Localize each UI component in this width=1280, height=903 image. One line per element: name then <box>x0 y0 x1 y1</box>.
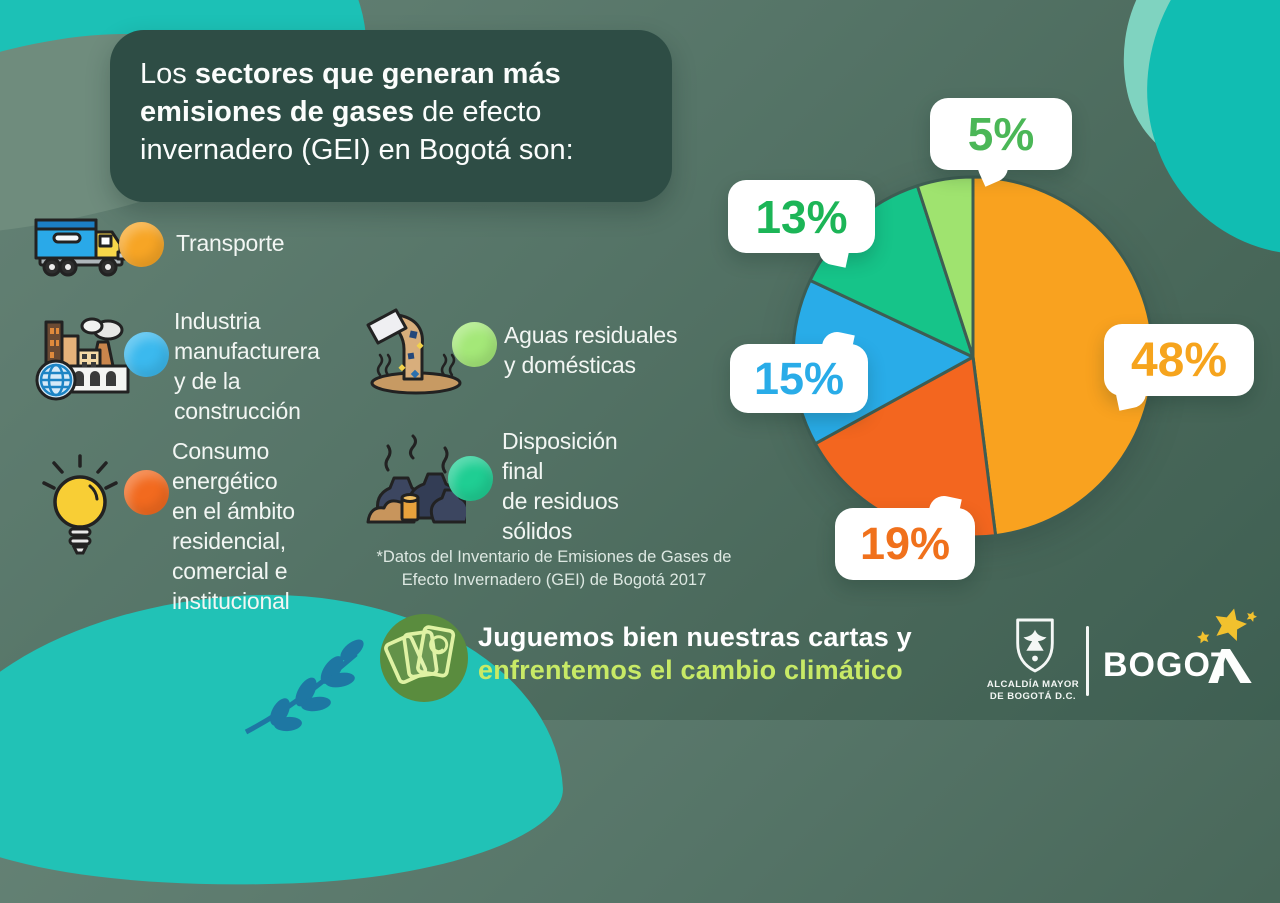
legend-label-residuos: Disposición final de residuos sólidos <box>502 428 619 544</box>
title-box: Los sectores que generan más emisiones d… <box>110 30 672 202</box>
legend-label-transporte: Transporte <box>176 230 285 256</box>
percent-bubble-19: 19% <box>835 508 975 580</box>
percent-bubble-5: 5% <box>930 98 1072 170</box>
leaf-branch-icon <box>244 639 364 735</box>
banner-line2: enfrentemos el cambio climático <box>478 655 903 685</box>
banner-text: Juguemos bien nuestras cartas y enfrente… <box>478 621 912 687</box>
percent-bubble-15: 15% <box>730 344 868 413</box>
footnote: *Datos del Inventario de Emisiones de Ga… <box>376 548 732 589</box>
banner-line1: Juguemos bien nuestras cartas y <box>478 622 912 652</box>
percent-label-15: 15% <box>753 352 845 404</box>
page-title: Los sectores que generan más emisiones d… <box>140 58 574 166</box>
percent-label-5: 5% <box>967 108 1035 160</box>
legend-dot-aguas <box>452 322 497 367</box>
percent-label-48: 48% <box>1130 333 1228 387</box>
percent-label-13: 13% <box>755 190 848 243</box>
star-large-icon <box>1215 608 1247 641</box>
bogota-wordmark: BOGOT <box>1103 646 1233 684</box>
legend-label-consumo: Consumo energético en el ámbito residenc… <box>172 438 295 614</box>
alcaldia-shield-icon <box>1016 618 1054 673</box>
legend-dot-residuos <box>448 456 493 501</box>
factory-icon <box>35 317 130 401</box>
alcaldia-label: ALCALDÍA MAYOR DE BOGOTÁ D.C. <box>986 679 1080 702</box>
pie-slice-5% <box>915 175 975 359</box>
wastewater-pipe-icon <box>366 308 462 395</box>
percent-bubble-48: 48% <box>1104 324 1254 396</box>
legend-label-industria: Industria manufacturera y de la construc… <box>174 308 320 424</box>
cards-badge <box>380 614 468 702</box>
percent-label-19: 19% <box>859 518 951 569</box>
bogota-logo-a-icon <box>1208 649 1252 683</box>
legend-dot-transporte <box>119 222 164 267</box>
legend-dot-industria <box>124 332 169 377</box>
lightbulb-icon <box>42 454 118 555</box>
star-tiny-icon <box>1246 611 1257 622</box>
logo-divider <box>1086 626 1089 696</box>
playing-cards-icon <box>384 625 456 685</box>
truck-icon <box>34 218 130 277</box>
percent-bubble-13: 13% <box>728 180 875 253</box>
solid-waste-bags-icon <box>366 434 466 524</box>
legend-dot-consumo <box>124 470 169 515</box>
star-small-icon <box>1197 631 1210 644</box>
legend-label-aguas: Aguas residuales y domésticas <box>504 322 678 378</box>
